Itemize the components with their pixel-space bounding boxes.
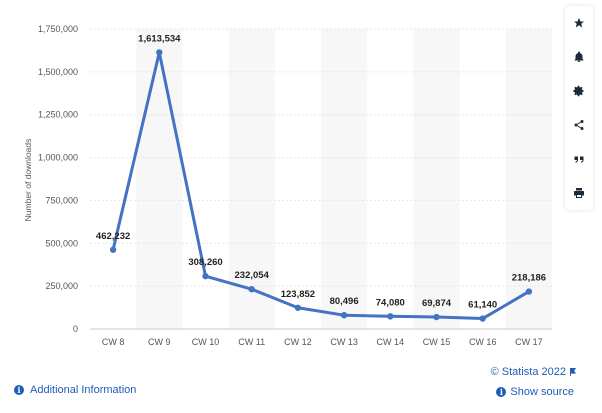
y-tick-label: 1,000,000 — [38, 153, 78, 163]
x-tick-label: CW 11 — [238, 337, 265, 347]
data-label: 80,496 — [330, 296, 359, 307]
data-point[interactable] — [479, 315, 486, 322]
data-point[interactable] — [156, 49, 163, 56]
x-tick-label: CW 16 — [469, 337, 497, 347]
category-band — [136, 29, 183, 329]
x-tick-label: CW 12 — [284, 337, 312, 347]
notification-button[interactable] — [565, 40, 593, 74]
statista-credit[interactable]: © Statista 2022 — [491, 366, 576, 378]
category-band — [321, 29, 368, 329]
x-tick-label: CW 9 — [148, 337, 171, 347]
quote-icon — [574, 156, 584, 163]
star-icon — [574, 18, 584, 28]
bookmark-button[interactable] — [565, 6, 593, 40]
y-tick-label: 1,750,000 — [38, 24, 78, 34]
show-source-label: Show source — [510, 386, 574, 398]
data-point[interactable] — [525, 288, 533, 295]
copyright-label: © Statista 2022 — [490, 366, 566, 378]
toolbar — [565, 6, 593, 210]
gear-icon — [573, 85, 584, 97]
data-point[interactable] — [109, 246, 117, 253]
data-point[interactable] — [202, 272, 209, 280]
y-tick-label: 750,000 — [45, 195, 78, 205]
additional-information-label: Additional Information — [30, 384, 137, 396]
y-tick-label: 1,500,000 — [38, 67, 78, 77]
data-label: 61,140 — [468, 300, 497, 311]
data-label: 308,260 — [188, 257, 222, 268]
x-tick-label: CW 8 — [102, 337, 125, 347]
data-point[interactable] — [340, 312, 348, 319]
info-icon: i — [496, 387, 507, 397]
data-point[interactable] — [248, 286, 255, 293]
y-tick-label: 1,250,000 — [38, 110, 78, 120]
x-tick-label: CW 15 — [423, 337, 451, 347]
data-point[interactable] — [294, 304, 302, 311]
y-tick-label: 500,000 — [45, 238, 78, 248]
x-tick-label: CW 10 — [192, 337, 220, 347]
share-button[interactable] — [565, 108, 593, 142]
category-band — [505, 29, 552, 329]
category-band — [228, 29, 275, 329]
cite-button[interactable] — [565, 142, 593, 176]
y-axis-title: Number of downloads — [23, 139, 33, 222]
additional-information-link[interactable]: i Additional Information — [14, 384, 136, 396]
data-label: 123,852 — [281, 289, 315, 300]
data-label: 1,613,534 — [138, 33, 181, 44]
print-button[interactable] — [565, 176, 593, 210]
show-source-link[interactable]: i Show source — [496, 386, 574, 398]
data-label: 462,232 — [96, 231, 130, 242]
bell-icon — [574, 51, 584, 62]
x-tick-label: CW 13 — [330, 337, 358, 347]
x-tick-label: CW 14 — [377, 337, 405, 347]
data-label: 232,054 — [235, 270, 270, 281]
series-line — [111, 50, 531, 321]
data-label: 69,874 — [422, 298, 452, 309]
info-icon: i — [14, 385, 24, 395]
settings-button[interactable] — [565, 74, 593, 108]
y-tick-label: 0 — [73, 324, 78, 334]
data-point[interactable] — [433, 313, 440, 321]
flag-icon — [570, 368, 576, 376]
print-icon — [574, 188, 584, 198]
x-tick-label: CW 17 — [515, 337, 543, 347]
data-label: 74,080 — [376, 297, 405, 308]
data-point[interactable] — [387, 313, 394, 320]
share-icon — [574, 120, 584, 130]
data-label: 218,186 — [512, 273, 546, 284]
category-band — [413, 29, 460, 329]
y-tick-label: 250,000 — [45, 281, 78, 291]
